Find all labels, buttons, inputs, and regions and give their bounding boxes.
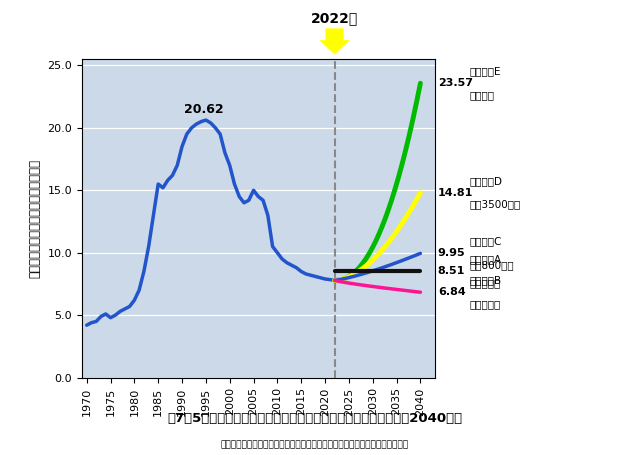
FancyArrow shape [321, 29, 349, 54]
Text: シナリオD: シナリオD [469, 176, 502, 186]
Text: 9.95: 9.95 [438, 248, 466, 258]
Text: シナリオB: シナリオB [469, 275, 501, 285]
Text: 教育改革: 教育改革 [469, 90, 495, 100]
Text: 20.62: 20.62 [184, 103, 223, 116]
Text: シナリオA: シナリオA [469, 254, 501, 264]
Text: 2022年: 2022年 [311, 11, 358, 25]
Text: 23.57: 23.57 [438, 78, 473, 88]
Text: 毎年800人増: 毎年800人増 [469, 260, 514, 270]
Text: 6.84: 6.84 [438, 287, 466, 297]
Text: 従事者減少: 従事者減少 [469, 299, 501, 309]
Text: 8.51: 8.51 [438, 266, 465, 276]
Text: 出所：経済産業省の工業統計調査のデータおよび著者のシミュレーション結果: 出所：経済産業省の工業統計調査のデータおよび著者のシミュレーション結果 [221, 440, 409, 450]
Text: 毎年3500人増: 毎年3500人増 [469, 199, 520, 209]
Text: シナリオE: シナリオE [469, 66, 501, 76]
Y-axis label: 日本半導体メーカーの従事者（万人）: 日本半導体メーカーの従事者（万人） [29, 159, 42, 278]
Text: 従事者一定: 従事者一定 [469, 278, 501, 288]
Text: シナリオC: シナリオC [469, 237, 501, 247]
Text: 14.81: 14.81 [438, 187, 473, 197]
Text: 図7　5つのシナリオに基づく日本半導体メーカーの従事者数（～2040年）: 図7 5つのシナリオに基づく日本半導体メーカーの従事者数（～2040年） [168, 412, 462, 425]
